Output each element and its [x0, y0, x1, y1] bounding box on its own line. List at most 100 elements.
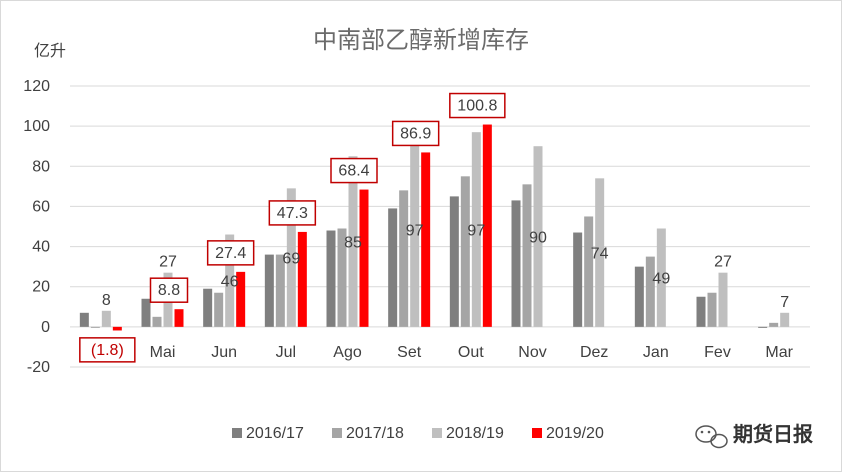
- data-label-box-2019-20: [149, 277, 189, 303]
- data-label-2018-19: 46: [221, 274, 239, 291]
- legend-swatch: [432, 428, 442, 438]
- bar-2016-17-dez: [573, 232, 583, 327]
- y-unit-label: 亿升: [34, 41, 66, 60]
- bar-2018-19-ago: [348, 156, 358, 327]
- bar-2016-17-abr: [79, 312, 89, 327]
- bar-2016-17-jan: [634, 266, 644, 327]
- y-axis-ticks: -20 0 20 40 60 80 100 120: [23, 78, 50, 376]
- data-label-2018-19: 8: [102, 292, 111, 309]
- bar-2016-17-jul: [264, 254, 274, 327]
- data-label-2018-19: 27: [159, 254, 177, 271]
- bar-2018-19-mar: [780, 312, 790, 327]
- bar-2017-18-jul: [275, 254, 285, 327]
- data-label-2019-20: 86.9: [400, 125, 431, 142]
- bar-2018-19-jun: [225, 234, 235, 327]
- data-label-2018-19: 69: [282, 251, 300, 268]
- bar-2018-19-out: [471, 132, 481, 327]
- data-label-box-2019-20: [330, 157, 378, 184]
- bar-2019-20-abr: [112, 326, 122, 331]
- legend-label: 2018/19: [446, 425, 504, 442]
- bar-2016-17-nov: [511, 200, 521, 327]
- bar-2017-18-jun: [214, 292, 224, 327]
- data-label-2019-20: 100.8: [457, 98, 497, 115]
- data-label-2018-19: 97: [467, 223, 485, 240]
- legend-label: 2019/20: [546, 425, 604, 442]
- bar-2017-18-ago: [337, 228, 347, 327]
- legend-swatch: [232, 428, 242, 438]
- legend-swatch: [332, 428, 342, 438]
- x-category-label: Fev: [704, 344, 731, 361]
- data-label-box-2019-20: [391, 120, 440, 147]
- bar-2017-18-dez: [584, 216, 594, 327]
- legend-swatch: [532, 428, 542, 438]
- y-tick-label: 20: [32, 279, 50, 296]
- legend-label: 2016/17: [246, 425, 304, 442]
- bar-2016-17-ago: [326, 230, 336, 327]
- wechat-icon: [695, 425, 728, 449]
- watermark-text: 期货日报: [733, 422, 813, 446]
- x-category-label: Dez: [580, 344, 608, 361]
- bar-2016-17-mar: [758, 326, 768, 328]
- bar-2017-18-nov: [522, 184, 532, 327]
- y-tick-label: 0: [41, 319, 50, 336]
- y-tick-label: 80: [32, 158, 50, 175]
- y-tick-label: 60: [32, 198, 50, 215]
- bar-2018-19-abr: [101, 310, 111, 327]
- bar-2018-19-jul: [286, 188, 296, 327]
- data-label-2018-19: 97: [406, 223, 424, 240]
- data-label-2019-20: 8.8: [158, 282, 180, 299]
- x-category-label: Jul: [276, 344, 296, 361]
- bar-2017-18-set: [399, 190, 409, 327]
- data-label-box-2019-20: [449, 92, 506, 119]
- data-labels: 8 27 46 69 85 97 97 90 74 49 27 7 (1.8) 8.8 27.4 47.3 68…: [79, 92, 789, 363]
- bar-2018-19-nov: [533, 146, 543, 327]
- bar-2016-17-jun: [203, 288, 213, 327]
- bar-2017-18-mai: [152, 316, 162, 327]
- x-category-label: Out: [458, 344, 484, 361]
- bar-2016-17-fev: [696, 296, 706, 327]
- y-tick-label: 100: [23, 118, 50, 135]
- data-label-2019-20: 27.4: [215, 245, 246, 262]
- bar-2018-19-jan: [656, 228, 666, 327]
- data-label-2018-19: 85: [344, 235, 362, 252]
- legend-label: 2017/18: [346, 425, 404, 442]
- data-label-2018-19: 7: [780, 294, 789, 311]
- x-category-label: Nov: [518, 344, 546, 361]
- data-label-2018-19: 74: [591, 246, 609, 263]
- y-tick-label: -20: [27, 359, 50, 376]
- chart-title: 中南部乙醇新增库存: [313, 26, 529, 54]
- x-category-label: Set: [397, 344, 422, 361]
- bars: [79, 124, 790, 331]
- bar-2016-17-out: [449, 196, 459, 327]
- bar-2019-20-jun: [236, 271, 246, 327]
- data-label-2018-19: 27: [714, 254, 732, 271]
- bar-2016-17-mai: [141, 298, 151, 327]
- y-tick-label: 120: [23, 78, 50, 95]
- data-label-2018-19: 49: [652, 271, 670, 288]
- bar-2017-18-mar: [769, 322, 779, 327]
- bar-2019-20-mai: [174, 309, 184, 327]
- x-category-label: Mar: [765, 344, 793, 361]
- data-label-2019-20: 47.3: [277, 205, 308, 222]
- bar-2017-18-fev: [707, 292, 717, 327]
- legend: 2016/17 2017/18 2018/19 2019/20: [232, 425, 604, 442]
- bar-2019-20-out: [482, 124, 492, 327]
- x-category-label: Mai: [150, 344, 176, 361]
- watermark: 期货日报: [695, 422, 813, 449]
- bar-2019-20-set: [421, 152, 431, 327]
- x-category-label: Ago: [333, 344, 362, 361]
- data-label-2019-20: 68.4: [338, 163, 369, 180]
- bar-2016-17-set: [388, 208, 398, 327]
- bar-2018-19-fev: [718, 272, 728, 327]
- data-label-box-2019-20: [79, 337, 136, 363]
- data-label-2018-19: 90: [529, 230, 547, 247]
- bar-2017-18-out: [460, 176, 470, 327]
- data-label-2019-20: (1.8): [91, 342, 124, 359]
- x-category-label: Jun: [211, 344, 237, 361]
- bar-2017-18-jan: [645, 256, 655, 327]
- bar-2018-19-dez: [595, 178, 605, 327]
- x-category-label: Jan: [643, 344, 669, 361]
- data-label-box-2019-20: [206, 240, 255, 266]
